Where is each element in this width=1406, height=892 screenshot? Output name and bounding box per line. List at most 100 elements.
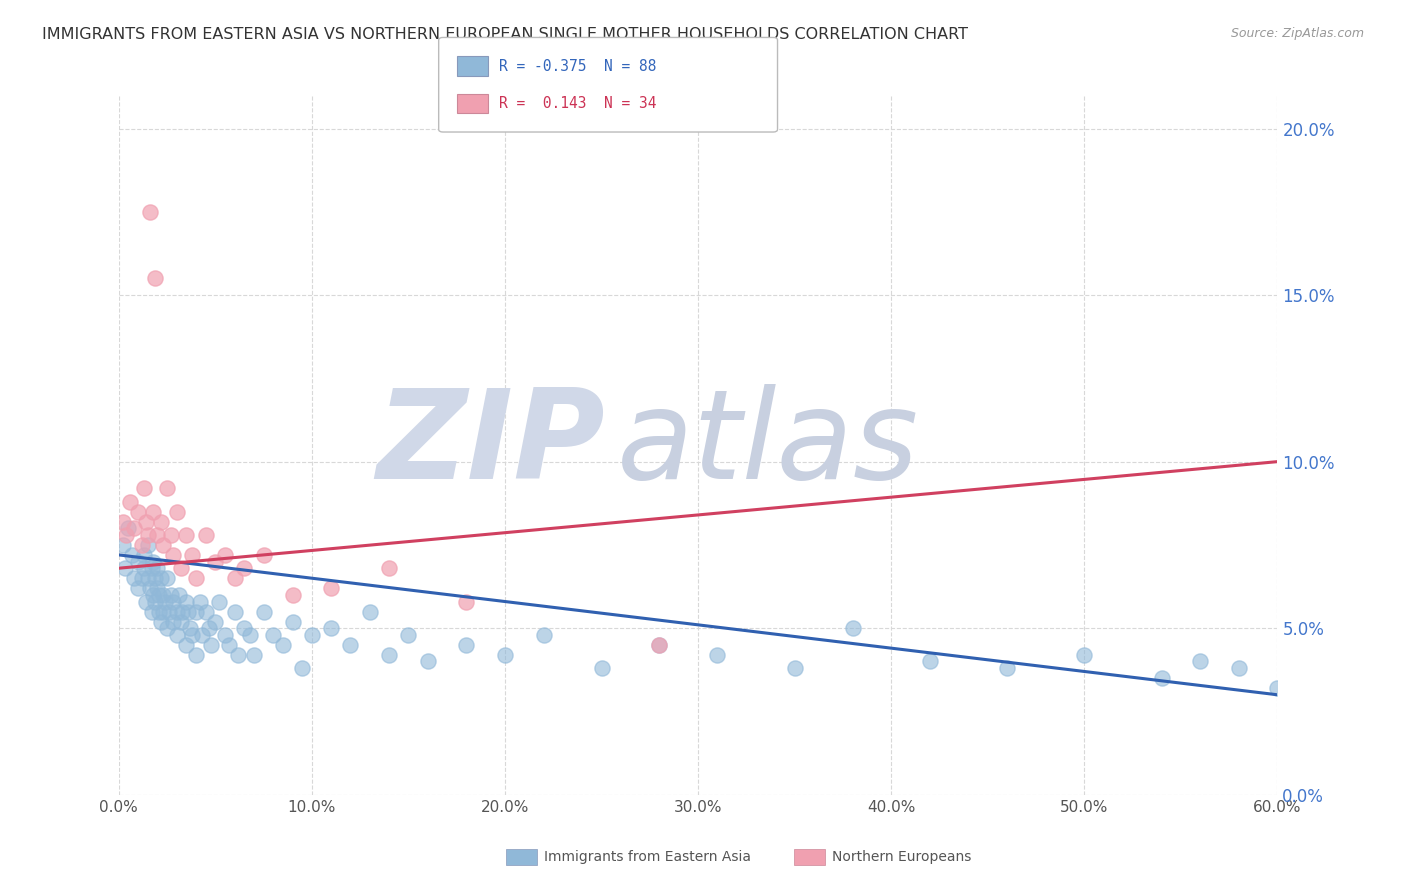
Point [122,571,145,585]
Text: ZIP: ZIP [377,384,606,506]
Point [169,615,191,629]
Point [141,605,163,619]
Point [200,638,222,652]
Point [172,605,194,619]
Point [136,538,159,552]
Point [146,561,169,575]
Point [591,661,613,675]
Point [783,661,806,675]
Point [153,594,176,608]
Point [169,561,191,575]
Point [233,621,256,635]
Point [156,481,179,495]
Point [141,561,163,575]
Point [184,648,207,662]
Point [184,571,207,585]
Point [533,628,555,642]
Point [233,561,256,575]
Point [150,571,173,585]
Point [1189,655,1212,669]
Point [648,638,671,652]
Point [162,615,184,629]
Point [184,605,207,619]
Point [194,605,217,619]
Point [648,638,671,652]
Point [145,271,167,285]
Point [127,555,149,569]
Point [378,648,401,662]
Point [179,621,201,635]
Point [121,548,143,562]
Point [146,581,169,595]
Point [841,621,863,635]
Point [918,655,941,669]
Point [111,515,134,529]
Point [162,548,184,562]
Point [359,605,381,619]
Point [167,588,190,602]
Point [138,581,160,595]
Point [152,538,174,552]
Text: atlas: atlas [617,384,920,506]
Point [706,648,728,662]
Point [252,605,274,619]
Point [160,588,183,602]
Point [111,538,134,552]
Point [181,628,204,642]
Point [148,605,170,619]
Point [995,661,1018,675]
Point [152,605,174,619]
Point [191,628,214,642]
Point [145,594,167,608]
Point [156,571,179,585]
Point [142,588,165,602]
Point [243,648,266,662]
Point [148,588,170,602]
Text: Immigrants from Eastern Asia: Immigrants from Eastern Asia [544,850,751,864]
Point [239,628,262,642]
Point [224,605,246,619]
Point [321,621,343,635]
Point [188,594,211,608]
Point [252,548,274,562]
Point [132,561,155,575]
Point [271,638,294,652]
Point [204,555,226,569]
Point [218,638,240,652]
Point [150,515,173,529]
Point [157,605,180,619]
Point [281,588,304,602]
Point [416,655,439,669]
Point [115,528,138,542]
Point [214,628,236,642]
Point [176,528,198,542]
Point [138,204,160,219]
Point [177,605,200,619]
Point [135,515,157,529]
Point [145,571,167,585]
Point [114,561,136,575]
Point [204,615,226,629]
Point [281,615,304,629]
Point [208,594,231,608]
Point [166,628,188,642]
Point [160,528,183,542]
Point [1267,681,1289,695]
Point [131,571,153,585]
Point [224,571,246,585]
Point [1227,661,1250,675]
Point [176,594,198,608]
Point [396,628,419,642]
Point [117,521,139,535]
Point [162,594,184,608]
Point [1073,648,1095,662]
Point [156,621,179,635]
Point [142,505,165,519]
Point [136,571,159,585]
Point [262,628,284,642]
Point [132,548,155,562]
Point [181,548,204,562]
Point [150,615,173,629]
Point [321,581,343,595]
Point [291,661,314,675]
